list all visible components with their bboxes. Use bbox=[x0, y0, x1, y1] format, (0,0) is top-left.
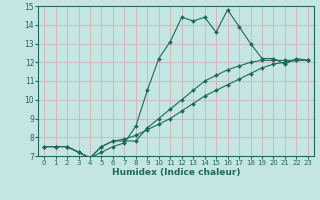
X-axis label: Humidex (Indice chaleur): Humidex (Indice chaleur) bbox=[112, 168, 240, 177]
